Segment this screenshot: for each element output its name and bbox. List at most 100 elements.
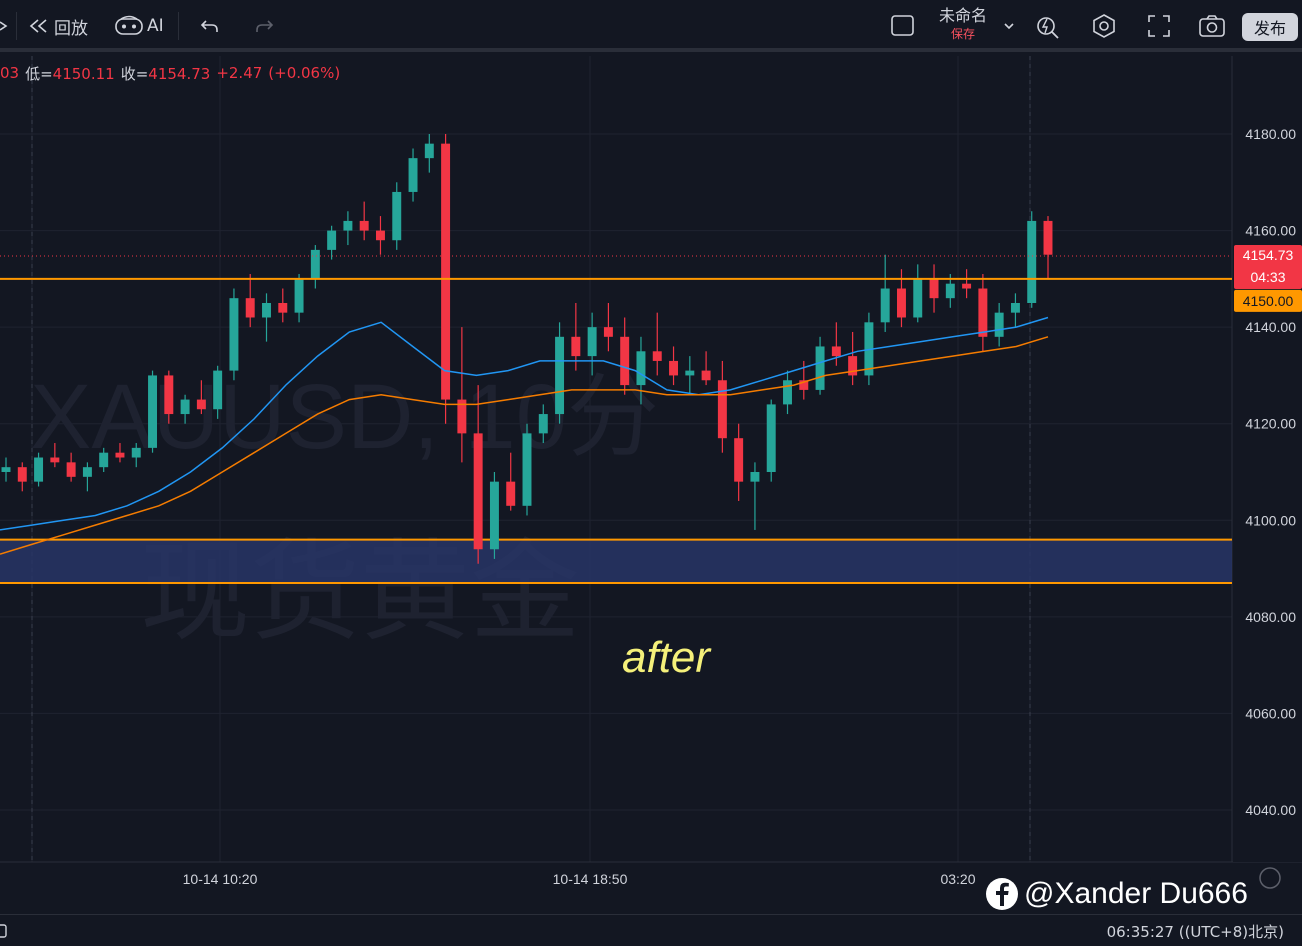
annotation-text[interactable]: after [622, 633, 712, 682]
candle-body[interactable] [978, 288, 988, 337]
candle-body[interactable] [441, 143, 451, 400]
undo-button[interactable] [198, 0, 220, 52]
candle-body[interactable] [375, 230, 385, 241]
candle-body[interactable] [424, 143, 434, 159]
clock-readout[interactable]: 06:35:27 ((UTC+8)北京) [1106, 923, 1284, 941]
candle-body[interactable] [945, 283, 955, 299]
candle-body[interactable] [799, 380, 809, 390]
candle-body[interactable] [196, 399, 206, 410]
candle-body[interactable] [164, 375, 174, 415]
layout-menu-button[interactable] [1002, 0, 1016, 52]
settings-button[interactable] [1090, 0, 1118, 52]
bottom-bar: 06:35:27 ((UTC+8)北京) [0, 914, 1302, 946]
candle-body[interactable] [1010, 303, 1020, 313]
candle-body[interactable] [652, 351, 662, 361]
candle-body[interactable] [506, 481, 516, 506]
candle-body[interactable] [489, 481, 499, 550]
candle-body[interactable] [148, 375, 158, 448]
candle-body[interactable] [994, 312, 1004, 337]
screenshot-button[interactable] [1198, 0, 1226, 52]
candle-body[interactable] [17, 467, 27, 482]
candle-body[interactable] [848, 356, 858, 376]
layout-checkbox[interactable] [890, 0, 916, 52]
candle-body[interactable] [913, 278, 923, 318]
candle-body[interactable] [34, 457, 44, 482]
gear-icon [1093, 14, 1115, 38]
candle-body[interactable] [538, 414, 548, 434]
replay-button[interactable]: 回放 [28, 0, 88, 52]
redo-icon [256, 20, 274, 32]
candle-body[interactable] [131, 447, 141, 458]
candle-body[interactable] [294, 278, 304, 313]
candle-body[interactable] [896, 288, 906, 318]
chart-area[interactable]: XAUUSD, 10分 现货黄金 after 4180.00 4160.00 4140… [0, 52, 1302, 914]
candle-body[interactable] [310, 249, 320, 279]
candle-body[interactable] [1027, 220, 1037, 303]
candle-body[interactable] [262, 303, 271, 318]
candle-body[interactable] [82, 467, 92, 477]
candle-body[interactable] [750, 472, 760, 482]
candle-body[interactable] [522, 433, 532, 506]
candle-body[interactable] [245, 298, 255, 318]
candle-body[interactable] [734, 438, 744, 482]
support-zone[interactable] [0, 539, 1232, 584]
candle-body[interactable] [962, 283, 972, 289]
candle-body[interactable] [343, 220, 353, 231]
candle-body[interactable] [278, 303, 288, 313]
undo-icon [200, 20, 218, 32]
time-tick-label: 10-14 10:20 [183, 871, 258, 887]
quick-search-icon [1037, 17, 1059, 39]
change-value: +2.47 [216, 64, 263, 82]
candle-body[interactable] [213, 370, 223, 410]
candle-body[interactable] [1, 467, 11, 472]
candle-body[interactable] [457, 399, 467, 434]
candle-body[interactable] [685, 370, 695, 376]
price-scale[interactable] [1233, 56, 1302, 862]
candle-body[interactable] [929, 278, 939, 299]
indicators-icon[interactable] [0, 0, 10, 52]
candle-body[interactable] [571, 336, 581, 357]
fullscreen-button[interactable] [1146, 0, 1172, 52]
candle-body[interactable] [1043, 220, 1053, 255]
ma_slow-line[interactable] [0, 336, 1049, 555]
candle-body[interactable] [603, 327, 613, 337]
ma_fast-line[interactable] [0, 316, 1049, 531]
level-tag-label: 4150.00 [1243, 293, 1294, 309]
alert-button[interactable] [1034, 0, 1062, 52]
candle-body[interactable] [392, 191, 402, 241]
candle-body[interactable] [180, 399, 190, 415]
candle-body[interactable] [831, 346, 841, 357]
layout-title[interactable]: 未命名 保存 [932, 6, 994, 42]
candle-body[interactable] [669, 360, 679, 376]
candle-body[interactable] [115, 452, 125, 458]
change-pct: (+0.06%) [268, 64, 341, 82]
candle-body[interactable] [880, 288, 890, 323]
candle-body[interactable] [815, 346, 825, 390]
candle-body[interactable] [701, 370, 711, 381]
candle-body[interactable] [327, 230, 337, 250]
candle-body[interactable] [717, 380, 727, 439]
candle-body[interactable] [473, 433, 483, 550]
candle-body[interactable] [359, 220, 369, 231]
ai-button[interactable]: AI [114, 0, 164, 52]
time-tick-label: 10-14 18:50 [553, 871, 628, 887]
candle-body[interactable] [620, 336, 630, 386]
redo-button[interactable] [254, 0, 276, 52]
calendar-icon[interactable] [0, 923, 10, 939]
candle-body[interactable] [50, 457, 60, 463]
chevron-down-icon [1004, 23, 1014, 30]
candle-body[interactable] [783, 380, 792, 405]
publish-button[interactable]: 发布 [1242, 13, 1298, 41]
candle-body[interactable] [229, 298, 239, 371]
candle-body[interactable] [99, 452, 109, 468]
candle-body[interactable] [555, 336, 565, 415]
candle-body[interactable] [408, 158, 418, 192]
fullscreen-icon [1148, 15, 1170, 37]
camera-icon [1199, 15, 1225, 37]
candle-body[interactable] [587, 327, 597, 357]
scale-settings-icon[interactable] [1259, 867, 1281, 889]
candle-body[interactable] [636, 351, 646, 386]
candle-body[interactable] [766, 404, 776, 472]
candle-body[interactable] [66, 462, 76, 477]
